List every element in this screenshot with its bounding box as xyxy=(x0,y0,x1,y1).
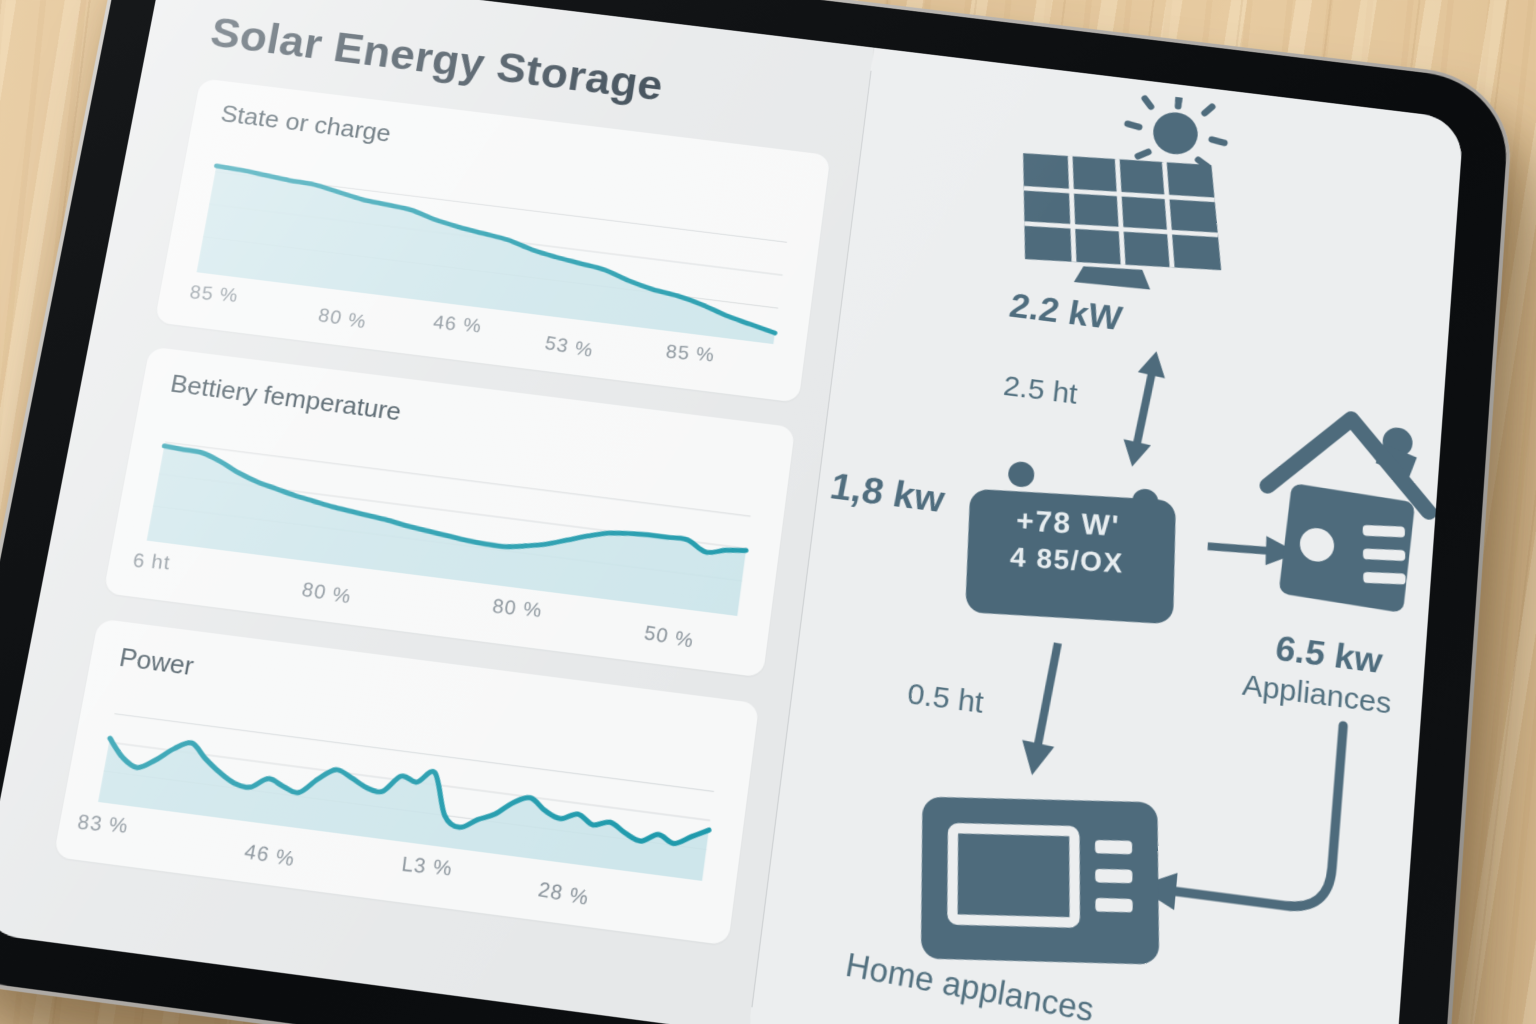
battery-power-label: 1,8 kw xyxy=(827,466,949,521)
solar-panel-sun-icon xyxy=(1011,75,1255,292)
axis-label: 85 % xyxy=(664,341,716,366)
axis-label: 46 % xyxy=(431,312,483,338)
axis-label: 53 % xyxy=(543,332,596,362)
tablet-screen: Solar Energy Storage State or charge 85 … xyxy=(0,0,1464,1024)
microwave-icon xyxy=(921,796,1160,965)
house-icon xyxy=(1249,391,1448,614)
axis-label: 80 % xyxy=(316,304,369,334)
axis-label: 83 % xyxy=(76,811,131,838)
card-power: Power 83 % 46 % L3 % 28 % xyxy=(53,618,760,946)
axis-label: 85 % xyxy=(188,282,240,307)
energy-flow-diagram: 2.2 kW 2.5 ht xyxy=(749,47,1464,1024)
axis-label: 80 % xyxy=(490,595,544,623)
solar-output-label: 2.2 kW xyxy=(1006,285,1126,338)
state-of-charge-chart xyxy=(188,136,801,345)
axis-label: 6 ht xyxy=(131,549,173,575)
card-battery-temperature: Bettiery femperature 6 ht 80 % 80 % 50 % xyxy=(103,346,796,678)
axis-label: L3 % xyxy=(400,853,454,881)
axis-label: 46 % xyxy=(242,840,297,872)
battery-icon xyxy=(965,460,1177,625)
battery-appliance-duration-label: 0.5 ht xyxy=(905,677,986,720)
down-arrow-icon xyxy=(1016,635,1088,779)
axis-label: 80 % xyxy=(299,578,354,609)
axis-label: 50 % xyxy=(642,622,696,653)
double-arrow-icon xyxy=(1118,348,1171,470)
battery-temperature-chart xyxy=(138,407,765,617)
battery-readout: +78 W' 4 85/OX xyxy=(971,500,1164,582)
axis-label: 28 % xyxy=(535,878,591,911)
solar-battery-duration-label: 2.5 ht xyxy=(1001,370,1079,411)
right-arrow-icon xyxy=(1203,522,1299,568)
charts-panel: Solar Energy Storage State or charge 85 … xyxy=(0,0,874,1024)
card-state-of-charge: State or charge 85 % 80 % 46 % 53 % 85 % xyxy=(154,78,831,403)
power-chart xyxy=(89,682,728,882)
